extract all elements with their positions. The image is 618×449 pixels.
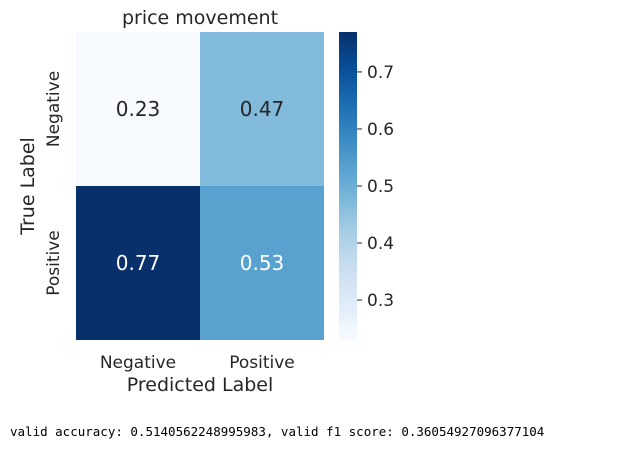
y-tick-label-1: Positive <box>44 230 64 296</box>
heatmap-cell-1-0 <box>76 186 200 340</box>
validation-metrics-text: valid accuracy: 0.5140562248995983, vali… <box>10 424 545 439</box>
colorbar-tick-label-0: 0.3 <box>367 291 394 311</box>
colorbar-tick-label-3: 0.6 <box>367 120 394 140</box>
y-tick-label-0: Negative <box>44 71 64 147</box>
cell-value-label-1-1: 0.53 <box>240 251 285 275</box>
cell-value-label-0-1: 0.47 <box>240 97 285 121</box>
x-tick-label-0: Negative <box>100 353 176 373</box>
y-axis-title: True Label <box>17 137 39 236</box>
heatmap-cells: 0.23 0.47 0.77 0.53 <box>76 32 324 340</box>
y-tick-labels: Negative Positive <box>44 71 64 296</box>
heatmap-cell-0-0 <box>76 32 200 186</box>
cell-value-label-0-0: 0.23 <box>116 97 161 121</box>
colorbar-tick-label-4: 0.7 <box>367 63 394 83</box>
colorbar <box>339 32 357 340</box>
cell-value-label-1-0: 0.77 <box>116 251 161 275</box>
heatmap-cell-0-1 <box>200 32 324 186</box>
colorbar-tick-label-2: 0.5 <box>367 177 394 197</box>
x-tick-label-1: Positive <box>229 353 295 373</box>
x-axis-title: Predicted Label <box>127 374 274 396</box>
heatmap-cell-1-1 <box>200 186 324 340</box>
colorbar-tick-label-1: 0.4 <box>367 234 394 254</box>
chart-title: price movement <box>122 7 278 29</box>
x-tick-labels: Negative Positive <box>100 353 295 373</box>
colorbar-ticks: 0.3 0.4 0.5 0.6 0.7 <box>357 63 394 311</box>
